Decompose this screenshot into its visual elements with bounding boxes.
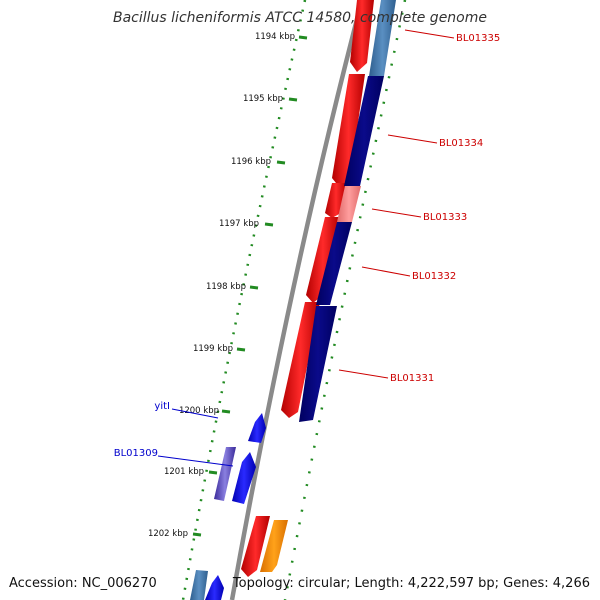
gene-label-bl01334[interactable]: BL01334 [439,138,483,149]
cds-feature-navy [299,306,337,422]
summary-label: Topology: circular; Length: 4,222,597 bp… [232,576,590,591]
inner-scale-ring [181,0,307,600]
cds-feature-navy [316,222,352,305]
tick-label-1195: 1195 kbp [243,94,283,104]
leader-line [404,29,455,39]
gene-label-bl01309[interactable]: BL01309 [114,448,158,459]
tick-mark [264,222,274,227]
map-title: Bacillus licheniformis ATCC 14580, compl… [113,10,487,26]
gene-leader-lines-red [338,29,455,379]
tick-mark [249,285,259,290]
cds-feature-red [350,0,374,72]
cds-feature-blue [248,413,266,443]
tick-mark [236,347,246,352]
cds-feature-navy [344,76,384,186]
leader-line [338,369,389,379]
gene-label-yiti[interactable]: yitI [154,401,170,412]
tick-mark [276,160,286,165]
leader-line [371,208,422,218]
tick-label-1201: 1201 kbp [164,467,204,477]
leader-line [361,266,411,277]
cds-feature-blue [232,452,256,504]
cds-feature-pink [337,186,361,222]
gene-leader-lines-blue [157,408,234,467]
tick-label-1200: 1200 kbp [179,406,219,416]
tick-mark [298,35,308,40]
cds-feature-red [332,74,365,188]
cds-feature-red [306,217,340,303]
tick-label-1202: 1202 kbp [148,529,188,539]
leader-line [387,134,438,144]
cds-feature-orange [260,520,288,572]
tick-label-1197: 1197 kbp [219,219,259,229]
tick-mark [192,532,202,537]
gene-label-bl01333[interactable]: BL01333 [423,212,467,223]
reverse-strand-features [299,0,396,422]
tick-label-1194: 1194 kbp [255,32,295,42]
accession-label: Accession: NC_006270 [9,576,157,591]
leader-line [157,455,234,467]
gene-label-bl01331[interactable]: BL01331 [390,373,434,384]
major-ticks [192,35,308,537]
leader-line [171,408,219,419]
tick-label-1198: 1198 kbp [206,282,246,292]
tick-mark [221,409,231,414]
tick-mark [208,470,218,475]
genome-backbone [229,0,365,600]
cds-feature-blue [205,575,224,600]
cds-feature-red [241,516,270,577]
tick-mark [288,97,298,102]
cds-feature-purple [214,447,236,501]
cds-feature-steel [190,570,208,600]
outer-scale-ring [283,0,407,600]
forward-strand-features [241,0,374,577]
tick-label-1199: 1199 kbp [193,344,233,354]
tick-label-1196: 1196 kbp [231,157,271,167]
cds-feature-red [281,302,320,418]
lower-left-features [190,413,266,600]
gene-label-bl01335[interactable]: BL01335 [456,33,500,44]
cds-feature-steel [369,0,396,76]
gene-label-bl01332[interactable]: BL01332 [412,271,456,282]
